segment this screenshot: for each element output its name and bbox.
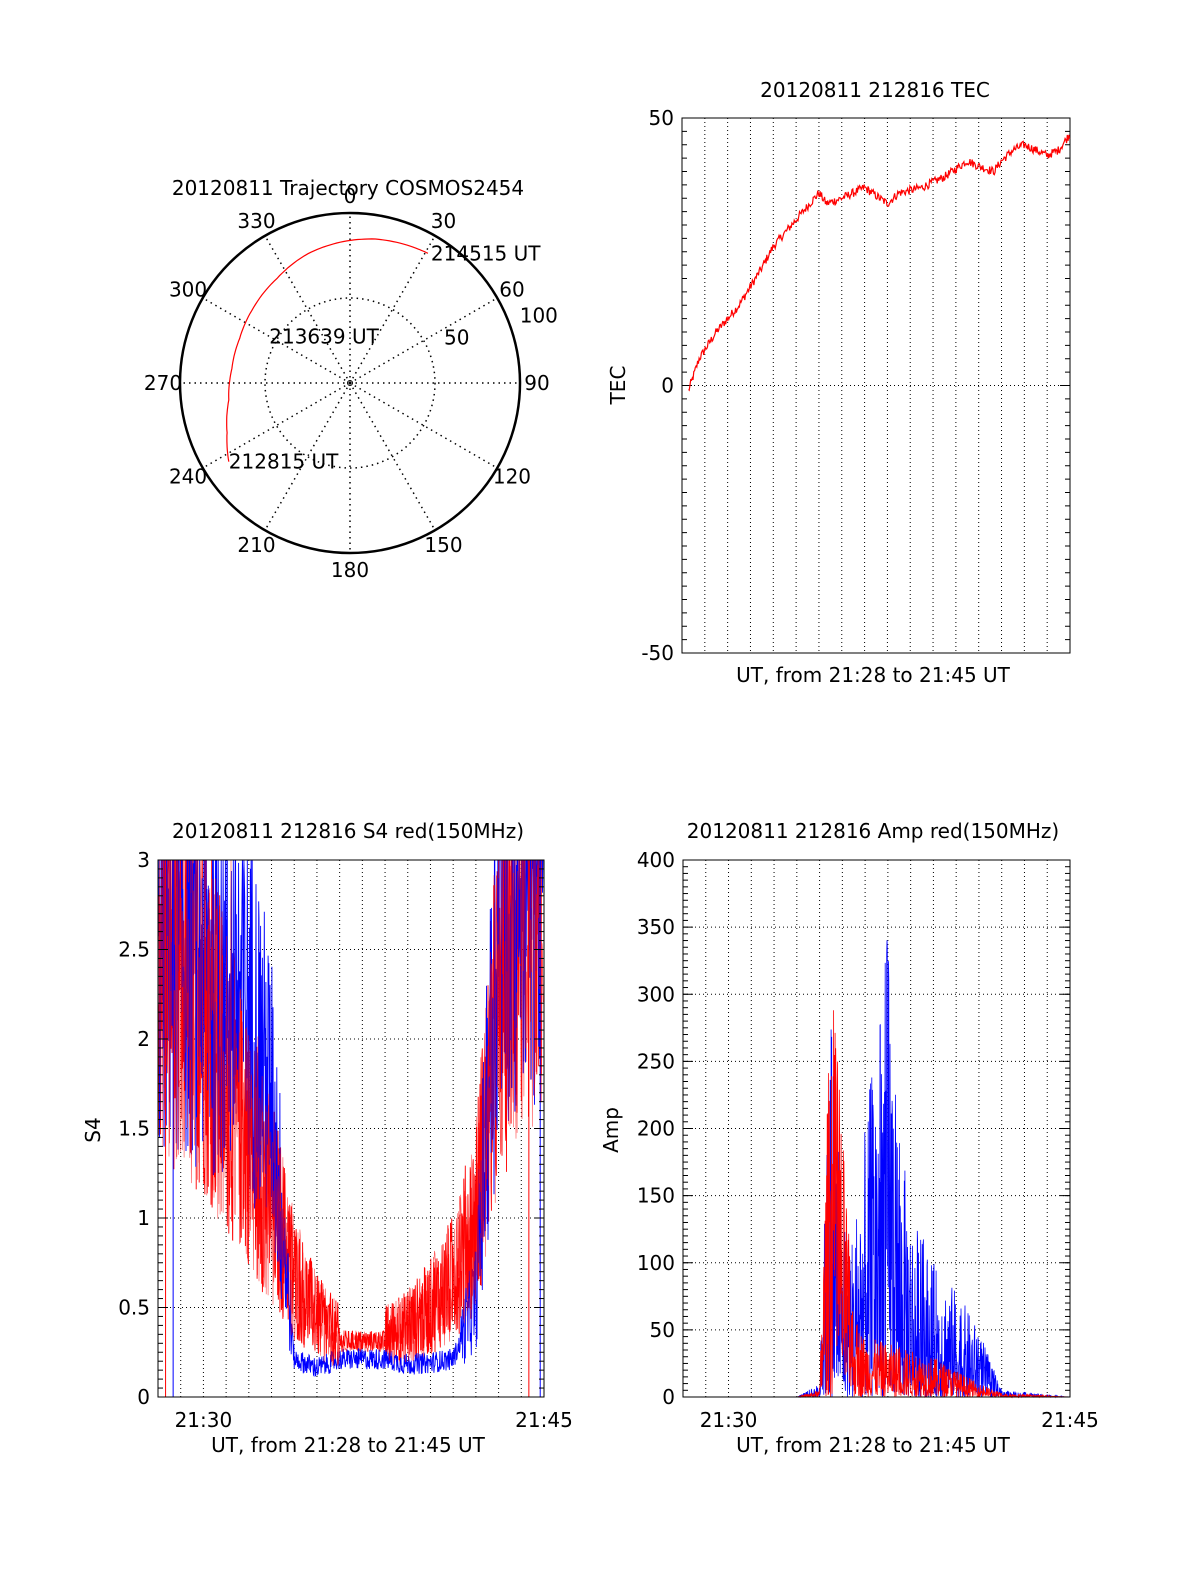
s4-series-line bbox=[158, 859, 544, 1366]
trajectory-annotation: 214515 UT bbox=[431, 241, 541, 265]
y-tick-label: 50 bbox=[650, 1318, 675, 1342]
azimuth-label-330: 330 bbox=[237, 209, 275, 233]
y-tick-label: 0.5 bbox=[118, 1296, 150, 1320]
amp-series-line bbox=[683, 940, 1070, 1399]
y-tick-label: 2 bbox=[137, 1027, 150, 1051]
azimuth-label-60: 60 bbox=[499, 278, 524, 302]
y-tick-label: 2.5 bbox=[118, 938, 150, 962]
amp-y-axis-label: Amp bbox=[599, 1107, 623, 1153]
y-tick-label: 300 bbox=[637, 982, 675, 1006]
azimuth-label-90: 90 bbox=[524, 371, 549, 395]
y-tick-label: 400 bbox=[637, 848, 675, 872]
polar-outer-circle bbox=[178, 211, 522, 555]
y-tick-label: 0 bbox=[137, 1385, 150, 1409]
y-tick-label: 3 bbox=[137, 848, 150, 872]
polar-trajectory-panel: 20120811 Trajectory COSMOS2454 0 30 60 90 12… bbox=[144, 176, 558, 582]
tec-grid bbox=[682, 118, 1070, 653]
trajectory-annotation: 212815 UT bbox=[229, 450, 339, 474]
amp-chart-panel: 20120811 212816 Amp red(150MHz) 0 50 100 15… bbox=[599, 819, 1099, 1457]
s4-chart-panel: 20120811 212816 S4 red(150MHz) 0 0.5 1 1.5 2… bbox=[81, 819, 573, 1457]
tec-series-line bbox=[688, 134, 1071, 392]
polar-center-marker bbox=[347, 380, 353, 386]
azimuth-label-0: 0 bbox=[344, 184, 357, 208]
polar-radial-labels: 50 100 bbox=[444, 303, 558, 349]
polar-spoke-300 bbox=[202, 297, 351, 384]
y-tick-label: 250 bbox=[637, 1049, 675, 1073]
polar-trajectory-line bbox=[226, 238, 429, 462]
x-tick-label: 21:30 bbox=[175, 1408, 233, 1432]
tec-x-axis-label: UT, from 21:28 to 21:45 UT bbox=[736, 663, 1011, 687]
amp-title: 20120811 212816 Amp red(150MHz) bbox=[687, 819, 1059, 843]
amp-series bbox=[683, 940, 1070, 1399]
polar-azimuth-labels: 0 30 60 90 120 150 180 210 240 270 300 330 bbox=[144, 184, 550, 582]
y-tick-label: 1.5 bbox=[118, 1117, 150, 1141]
x-tick-label: 21:30 bbox=[700, 1408, 758, 1432]
azimuth-label-120: 120 bbox=[493, 465, 531, 489]
polar-spoke-30 bbox=[349, 235, 436, 384]
polar-title: 20120811 Trajectory COSMOS2454 bbox=[172, 176, 524, 200]
tec-title: 20120811 212816 TEC bbox=[760, 78, 990, 102]
amp-axis-ticks: 0 50 100 150 200 250 300 350 400 21:30 21:45 bbox=[637, 848, 1099, 1432]
azimuth-label-150: 150 bbox=[424, 533, 462, 557]
amp-grid bbox=[683, 860, 1070, 1397]
azimuth-label-210: 210 bbox=[237, 533, 275, 557]
y-tick-label: 100 bbox=[637, 1251, 675, 1275]
radial-label-50: 50 bbox=[444, 325, 469, 349]
y-tick-label: 200 bbox=[637, 1117, 675, 1141]
polar-spoke-210 bbox=[264, 382, 351, 531]
y-tick-label: 350 bbox=[637, 915, 675, 939]
y-tick-label: 1 bbox=[137, 1206, 150, 1230]
polar-ring-50 bbox=[264, 297, 436, 469]
radial-label-100: 100 bbox=[520, 303, 558, 327]
y-tick-label: 0 bbox=[661, 374, 674, 398]
s4-y-axis-label: S4 bbox=[81, 1117, 105, 1142]
trajectory-annotation: 213639 UT bbox=[269, 324, 379, 348]
polar-spoke-330 bbox=[264, 235, 351, 384]
azimuth-label-240: 240 bbox=[169, 465, 207, 489]
polar-grid bbox=[180, 213, 520, 553]
polar-spoke-240 bbox=[202, 382, 351, 469]
tec-axis-ticks: -50 0 50 bbox=[641, 106, 1070, 665]
tec-y-axis-label: TEC bbox=[606, 366, 630, 406]
y-tick-label: 50 bbox=[649, 106, 674, 130]
x-tick-label: 21:45 bbox=[1041, 1408, 1099, 1432]
y-tick-label: -50 bbox=[641, 641, 674, 665]
azimuth-label-300: 300 bbox=[169, 278, 207, 302]
y-tick-label: 0 bbox=[662, 1385, 675, 1409]
azimuth-label-180: 180 bbox=[331, 558, 369, 582]
s4-axis-ticks: 0 0.5 1 1.5 2 2.5 3 21:30 21:45 bbox=[118, 848, 573, 1432]
polar-spoke-60 bbox=[349, 297, 498, 384]
s4-x-axis-label: UT, from 21:28 to 21:45 UT bbox=[211, 1433, 486, 1457]
polar-spoke-150 bbox=[349, 382, 436, 531]
polar-annotations: 214515 UT 213639 UT 212815 UT bbox=[229, 241, 541, 473]
x-tick-label: 21:45 bbox=[515, 1408, 573, 1432]
azimuth-label-270: 270 bbox=[144, 371, 182, 395]
tec-chart-panel: 20120811 212816 TEC -50 0 50 UT, from 21:2… bbox=[606, 78, 1071, 687]
s4-title: 20120811 212816 S4 red(150MHz) bbox=[172, 819, 524, 843]
amp-x-axis-label: UT, from 21:28 to 21:45 UT bbox=[736, 1433, 1011, 1457]
polar-spoke-120 bbox=[349, 382, 498, 469]
azimuth-label-30: 30 bbox=[431, 209, 456, 233]
y-tick-label: 150 bbox=[637, 1184, 675, 1208]
